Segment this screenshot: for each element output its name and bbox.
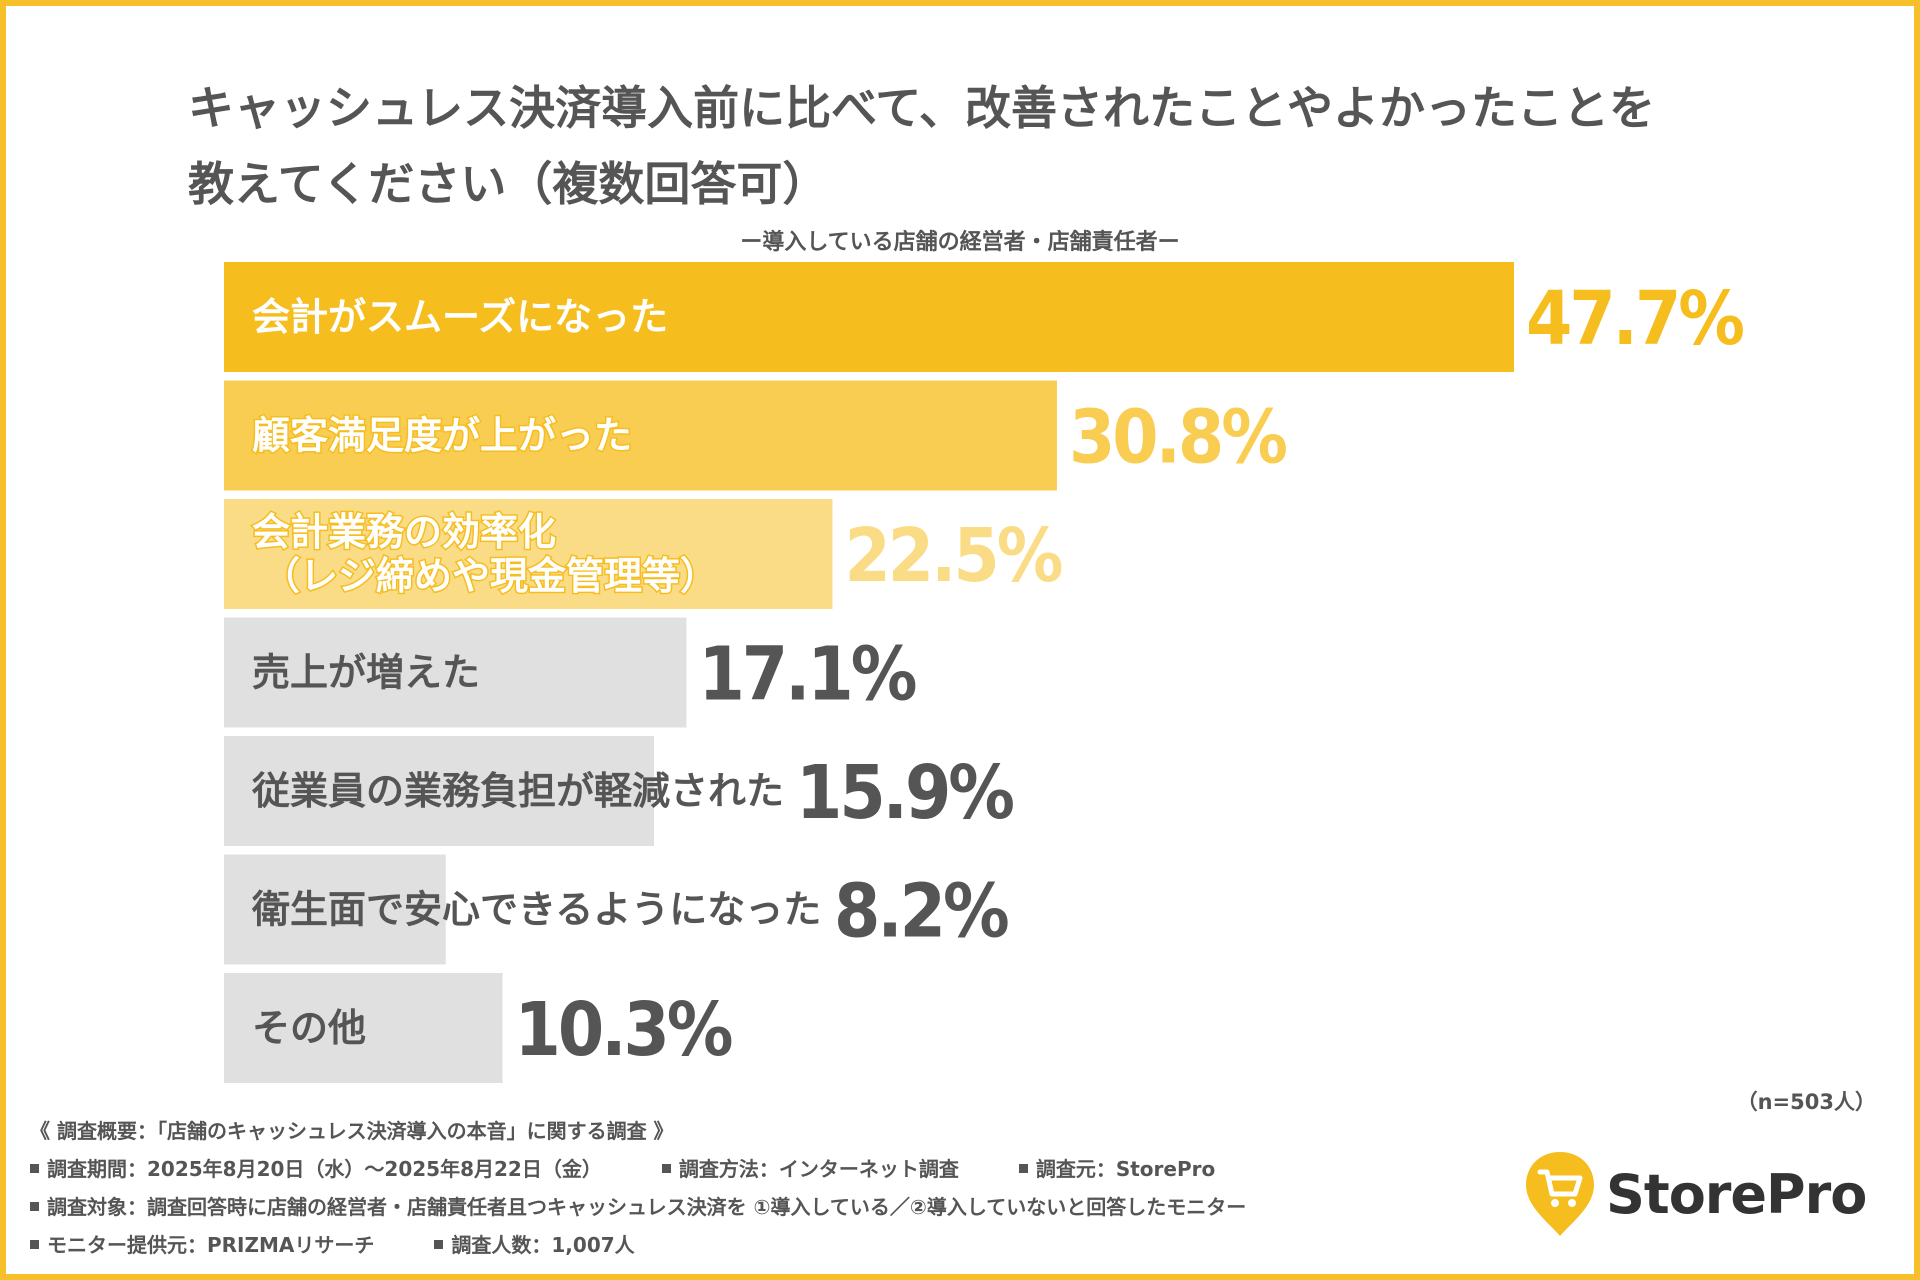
bar-3 [224,499,833,609]
chart-subtitle: ー導入している店舗の経営者・店舗責任者ー [740,230,1180,255]
bar-6 [224,854,446,965]
value-label-1: 47.7% [1526,276,1743,362]
survey-method: 調査方法：インターネット調査 [678,1157,959,1181]
value-label-6: 8.2% [834,869,1008,955]
survey-provider: モニター提供元：PRIZMAリサーチ [47,1233,375,1257]
category-label-7: その他 [252,1006,366,1050]
bullet-square-icon [30,1202,39,1211]
survey-summary: 《 調査概要：「店舗のキャッシュレス決済導入の本音」に関する調査 》 調査期間：… [30,1112,1246,1264]
bullet-square-icon [434,1240,444,1249]
value-label-4: 17.1% [698,632,915,718]
survey-overview: 《 調査概要：「店舗のキャッシュレス決済導入の本音」に関する調査 》 [30,1119,674,1143]
value-label-3: 22.5% [844,513,1061,599]
bar-2 [224,380,1057,491]
bullet-square-icon [1018,1164,1028,1173]
chart-title: キャッシュレス決済導入前に比べて、改善されたことやよかったことを 教えてください… [188,70,1748,222]
bullet-square-icon [30,1164,39,1173]
title-line-1: キャッシュレス決済導入前に比べて、改善されたことやよかったことを [188,81,1655,135]
survey-respondents: 調査人数：1,007人 [451,1233,635,1257]
cart-pin-icon [1526,1152,1594,1236]
sample-size-note: （n=503人） [1736,1090,1876,1114]
bar-7 [224,973,503,1083]
category-label-5: 従業員の業務負担が軽減された [251,769,784,813]
category-label-1: 会計がスムーズになった [252,295,668,339]
category-label-6: 衛生面で安心できるようになった [251,888,821,932]
category-label-2: 顧客満足度が上がった [252,414,632,458]
value-label-7: 10.3% [515,987,732,1073]
bullet-square-icon [661,1164,671,1173]
brand-name: StorePro [1606,1162,1867,1226]
category-label-4: 売上が増えた [252,651,480,695]
title-line-2: 教えてください（複数回答可） [188,157,829,211]
bullet-square-icon [30,1240,39,1249]
category-label-3-1: 会計業務の効率化 [252,510,556,554]
value-label-5: 15.9% [796,750,1013,836]
category-label-3-2: （レジ締めや現金管理等） [262,554,718,598]
bar-1 [224,262,1514,372]
survey-period: 調査期間：2025年8月20日（水）～2025年8月22日（金） [47,1157,602,1181]
bar-4 [224,617,687,728]
storepro-logo: StorePro [1522,1150,1867,1238]
bar-5 [224,736,654,846]
survey-target: 調査対象：調査回答時に店舗の経営者・店舗責任者且つキャッシュレス決済を ①導入し… [47,1195,1247,1219]
survey-source: 調査元：StorePro [1035,1157,1216,1181]
value-label-2: 30.8% [1069,395,1286,481]
